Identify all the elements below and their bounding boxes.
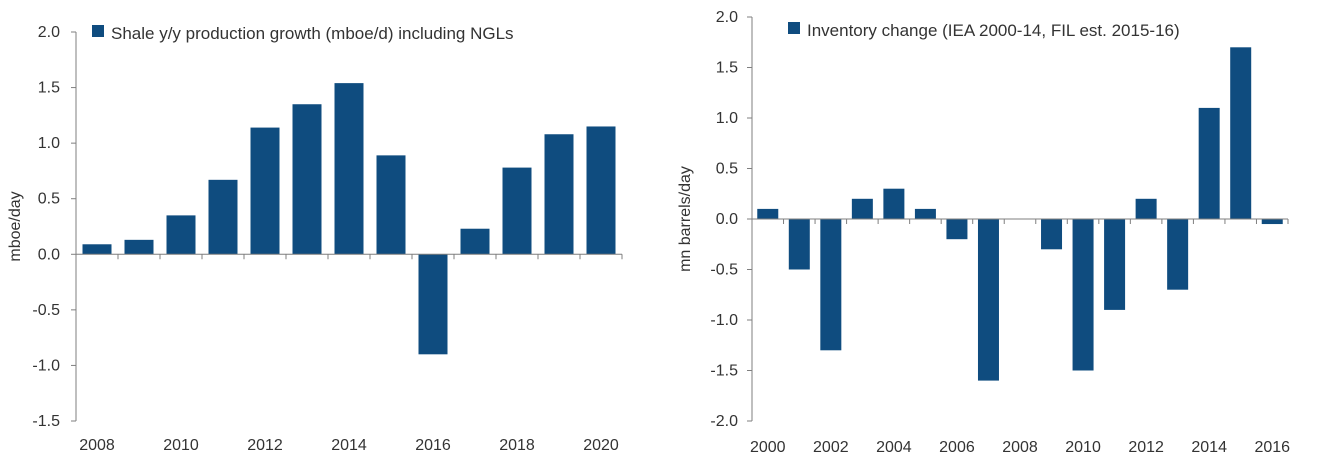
- x-tick-label: 2010: [1065, 439, 1101, 456]
- x-tick-label: 2014: [331, 437, 367, 454]
- bar-2014: [334, 83, 364, 255]
- bar-2001: [788, 219, 810, 270]
- bar-2019: [544, 134, 574, 255]
- chart-inventory-change: 2.0 1.5 1.0 0.5 0.0 -0.5 -1.0 -1.5 -2.0 mn barrel…: [677, 9, 1290, 456]
- y-tick-label: 1.5: [716, 60, 738, 77]
- x-tick-label: 2016: [1254, 439, 1290, 456]
- bar-2005: [914, 208, 936, 219]
- x-tick-label: 2008: [79, 437, 115, 454]
- y-tick-label: 1.0: [716, 110, 738, 127]
- y-tick-label: 1.5: [38, 80, 60, 97]
- y-axis-title: mboe/day: [7, 191, 24, 261]
- bar-2008: [82, 244, 112, 255]
- bar-2016: [418, 254, 448, 355]
- x-tick-label: 2012: [247, 437, 283, 454]
- y-tick-label: -1.5: [32, 413, 60, 430]
- x-tick-label: 2008: [1002, 439, 1038, 456]
- x-tick-label: 2018: [499, 437, 535, 454]
- bar-2009: [124, 239, 154, 255]
- y-tick-label: -0.5: [32, 302, 60, 319]
- y-tick-label: 0.5: [38, 191, 60, 208]
- legend-label: Shale y/y production growth (mboe/d) inc…: [111, 24, 514, 43]
- y-tick-label: 1.0: [38, 135, 60, 152]
- x-tick-label: 2012: [1128, 439, 1164, 456]
- legend-swatch: [788, 22, 800, 34]
- bar-2016: [1261, 219, 1283, 225]
- bar-2009: [1041, 219, 1063, 250]
- y-tick-label: 2.0: [38, 24, 60, 41]
- bar-2012: [250, 127, 280, 255]
- bar-2013: [1167, 219, 1189, 290]
- chart-shale-production-growth: 2.0 1.5 1.0 0.5 0.0 -0.5 -1.0 -1.5 mboe/day 2008 2…: [7, 24, 623, 454]
- bar-2000: [757, 208, 779, 219]
- bar-2006: [946, 219, 968, 240]
- x-tick-label: 2014: [1191, 439, 1227, 456]
- legend-label: Inventory change (IEA 2000-14, FIL est. …: [807, 21, 1180, 40]
- bar-2014: [1198, 107, 1220, 219]
- x-tick-label: 2004: [876, 439, 912, 456]
- y-tick-label: -0.5: [710, 262, 738, 279]
- bar-2015: [1230, 47, 1252, 219]
- y-tick-label: 0.5: [716, 161, 738, 178]
- bar-2010: [166, 215, 196, 255]
- x-tick-label: 2020: [583, 437, 619, 454]
- bar-2018: [502, 167, 532, 255]
- bar-2011: [1104, 219, 1126, 310]
- x-tick-label: 2006: [939, 439, 975, 456]
- y-tick-label: 0.0: [38, 246, 60, 263]
- x-tick-label: 2000: [750, 439, 786, 456]
- bar-2002: [820, 219, 842, 351]
- x-tick-label: 2002: [813, 439, 849, 456]
- y-tick-label: -1.5: [710, 363, 738, 380]
- y-tick-label: -1.0: [32, 357, 60, 374]
- bar-2007: [977, 219, 999, 381]
- bar-2013: [292, 104, 322, 255]
- bar-2004: [883, 188, 905, 219]
- bar-2010: [1072, 219, 1094, 371]
- y-tick-label: 0.0: [716, 211, 738, 228]
- bar-2015: [376, 155, 406, 255]
- x-tick-label: 2010: [163, 437, 199, 454]
- legend-swatch: [92, 25, 104, 37]
- bar-2011: [208, 179, 238, 255]
- bar-2017: [460, 228, 490, 255]
- bar-2012: [1135, 198, 1157, 219]
- y-tick-label: 2.0: [716, 9, 738, 26]
- y-tick-label: -2.0: [710, 413, 738, 430]
- x-tick-label: 2016: [415, 437, 451, 454]
- y-axis-title: mn barrels/day: [677, 166, 694, 272]
- bar-2020: [586, 126, 616, 255]
- bar-2003: [851, 198, 873, 219]
- y-tick-label: -1.0: [710, 312, 738, 329]
